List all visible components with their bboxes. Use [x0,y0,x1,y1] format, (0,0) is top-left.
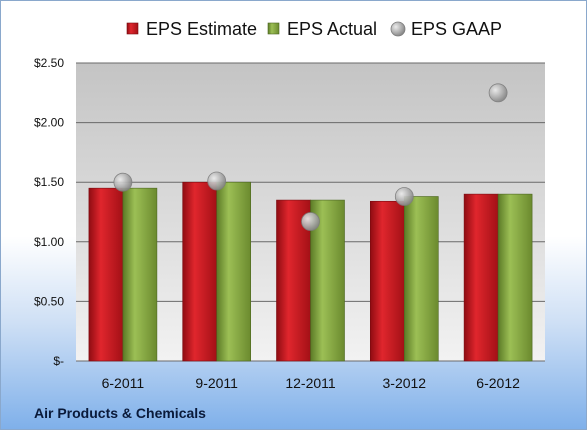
legend: EPS Estimate EPS Actual EPS GAAP [126,19,502,39]
y-axis-ticks: $- $0.50 $1.00 $1.50 $2.00 $2.50 [34,56,64,368]
actual-bar [122,187,158,362]
bars [88,181,533,362]
x-category-label: 3-2012 [383,375,427,391]
gaap-point [488,83,508,103]
y-tick-label: $- [53,354,64,368]
legend-actual-swatch [267,22,280,35]
x-category-label: 12-2011 [285,375,336,391]
gaap-point [394,187,414,206]
actual-bar [403,196,439,362]
gaap-point [301,212,320,231]
legend-label: EPS Actual [287,19,377,39]
x-category-label: 9-2011 [195,375,238,391]
actual-bar [497,193,533,362]
legend-estimate-swatch [126,22,139,35]
gaap-point [113,172,133,192]
legend-label: EPS Estimate [146,19,257,39]
gaap-points [113,83,508,231]
chart-caption: Air Products & Chemicals [34,405,206,421]
actual-bar [216,181,251,362]
legend-gaap-swatch [390,21,406,37]
x-axis-categories: 6-2011 9-2011 12-2011 3-2012 6-2012 [102,375,520,391]
estimate-bar [182,181,217,362]
estimate-bar [369,200,405,362]
y-tick-label: $2.50 [34,56,64,70]
x-category-label: 6-2012 [476,375,520,391]
y-tick-label: $1.00 [34,235,64,249]
estimate-bar [463,193,499,362]
y-tick-label: $2.00 [34,116,64,130]
legend-label: EPS GAAP [411,19,502,39]
x-category-label: 6-2011 [102,375,145,391]
gaap-point [207,171,227,191]
y-tick-label: $0.50 [34,294,64,308]
y-tick-label: $1.50 [34,175,64,189]
estimate-bar [88,187,124,362]
